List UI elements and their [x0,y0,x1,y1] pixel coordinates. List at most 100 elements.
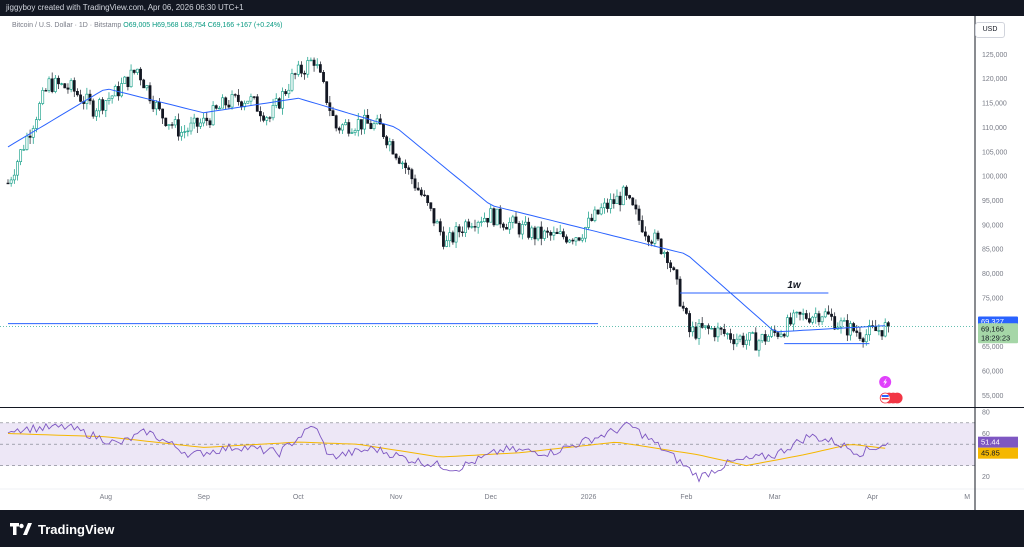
candle-body [353,130,357,133]
candle-body [732,339,736,345]
candle [681,301,685,312]
candle-body [265,117,269,121]
candle [659,238,663,255]
candle [265,116,269,126]
candle [309,57,313,62]
candle [817,310,821,326]
candle-body [454,226,458,243]
candle-body [22,149,26,151]
time-tick-label: 2026 [581,494,597,501]
candle-body [776,332,780,337]
candle-body [38,103,41,120]
candle [710,326,714,330]
candle [107,92,111,105]
candle [675,269,679,285]
candle [132,69,136,75]
time-tick-label: Nov [390,494,403,501]
candle [385,134,389,149]
candle-body [350,132,354,134]
candle-body [593,209,597,221]
candle-body [584,227,587,239]
candle-body [820,316,824,323]
candle-body [132,69,136,73]
candle [483,212,486,223]
candle [536,226,540,242]
time-tick-label: Apr [867,494,879,501]
candle-body [432,208,436,224]
candle [552,226,556,241]
candle-body [719,327,723,330]
currency-button[interactable]: USD [975,22,1005,38]
candle-body [359,119,363,130]
candle [356,112,360,137]
candle [584,226,587,243]
tradingview-logo: TradingView [10,520,114,538]
candle [479,216,483,227]
candle [590,213,594,222]
candle [678,276,682,307]
rsi-tick-label: 20 [982,474,990,481]
candle-body [135,68,139,73]
candle-body [378,118,382,125]
candle [438,218,442,236]
candle [142,78,146,89]
candle-body [79,94,82,102]
candle-body [126,76,130,88]
chart-canvas[interactable]: 1w Aug Sep Oct Nov Dec 2026 Feb Mar Apr M 125,000… [0,16,1024,510]
candle [811,315,815,325]
candle-body [656,232,660,240]
candle [353,128,357,136]
candle-body [738,335,742,340]
candle [268,116,272,123]
candle-body [268,117,272,119]
candle-body [303,72,307,75]
candle-body [31,128,35,138]
candle-body [625,186,628,196]
lightning-glyph [883,378,888,386]
candle-body [833,316,837,330]
candle [707,323,710,335]
candle-body [684,307,688,314]
candle [618,191,622,212]
price-axis: 125,000 120,000 115,000 110,000 105,000 100,0… [974,16,1018,510]
candle [792,309,796,331]
flag-stripe [881,395,889,397]
price-tick-label: 115,000 [982,101,1007,108]
candle [602,198,606,214]
candle [161,108,165,125]
candle-body [423,194,426,197]
candle-body [489,208,493,223]
candle [460,226,464,237]
candle [514,212,518,224]
candle [322,69,325,84]
candle-body [763,334,767,342]
caption-bar: jiggyboy created with TradingView.com, A… [0,0,1024,16]
price-tick-label: 120,000 [982,76,1007,83]
candle [154,100,158,116]
candle [296,60,300,77]
rsi-pane[interactable] [0,421,975,483]
candle [120,77,123,98]
candle-body [524,221,527,225]
candle-body [236,94,240,103]
candle-body [647,235,650,243]
candle [606,198,609,213]
candle [110,95,114,104]
candle-body [9,179,13,184]
price-pane[interactable]: 1w [0,56,975,357]
candle [697,319,701,345]
candle-body [492,208,496,226]
price-tick-label: 125,000 [982,52,1007,59]
candle [401,160,404,169]
candle [631,197,635,206]
candle [16,159,19,181]
candle [306,56,310,78]
candle [397,155,401,165]
candle [221,94,224,109]
candle-body [293,73,297,75]
candle [382,123,385,139]
candle-body [688,313,691,333]
candle-body [618,195,622,206]
price-tick-label: 60,000 [982,368,1004,375]
candle-body [596,209,600,215]
